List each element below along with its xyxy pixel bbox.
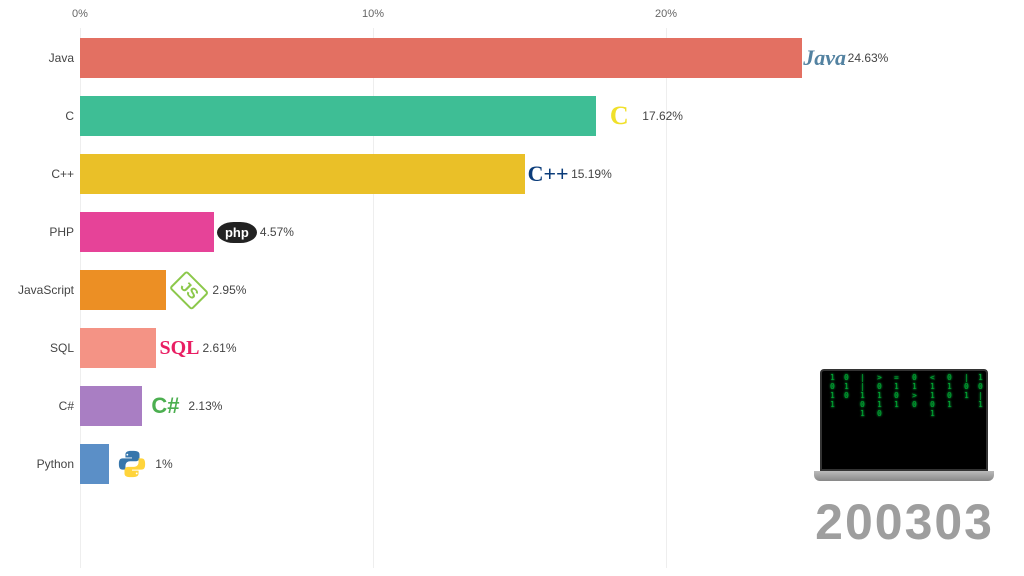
bar-value-label: 2.95% <box>212 270 246 310</box>
axis-tick-label: 0% <box>72 8 88 20</box>
bar <box>80 444 109 484</box>
bar-label: PHP <box>6 212 74 252</box>
php-logo-icon: php <box>218 212 256 252</box>
bar-value-label: 17.62% <box>642 96 683 136</box>
c-logo-icon: C <box>600 96 638 136</box>
bar-row: JavaScriptJS2.95% <box>80 270 960 310</box>
bar-value-label: 24.63% <box>848 38 889 78</box>
bar <box>80 154 525 194</box>
bar-row: PHPphp4.57% <box>80 212 960 252</box>
bar-row: JavaJava24.63% <box>80 38 960 78</box>
bar-value-label: 15.19% <box>571 154 612 194</box>
bar <box>80 386 142 426</box>
bar <box>80 38 802 78</box>
js-logo-icon: JS <box>170 270 208 310</box>
bar-row: CC17.62% <box>80 96 960 136</box>
bar-value-label: 2.13% <box>188 386 222 426</box>
python-logo-icon <box>113 444 151 484</box>
bar-label: C# <box>6 386 74 426</box>
bar-value-label: 1% <box>155 444 172 484</box>
bar-label: JavaScript <box>6 270 74 310</box>
bar <box>80 96 596 136</box>
bar-label: Python <box>6 444 74 484</box>
bar-label: C <box>6 96 74 136</box>
laptop-base <box>814 471 994 481</box>
bar-value-label: 4.57% <box>260 212 294 252</box>
bar-row: C++C++15.19% <box>80 154 960 194</box>
bar-label: SQL <box>6 328 74 368</box>
bar <box>80 270 166 310</box>
timestamp: 200303 <box>815 493 994 551</box>
bar <box>80 212 214 252</box>
bar-row: SQLSQL2.61% <box>80 328 960 368</box>
bar-chart: 0%10%20% JavaJava24.63%CC17.62%C++C++15.… <box>80 8 960 568</box>
cpp-logo-icon: C++ <box>529 154 567 194</box>
bar-label: C++ <box>6 154 74 194</box>
java-logo-icon: Java <box>806 38 844 78</box>
axis-tick-label: 20% <box>655 8 677 20</box>
bar-value-label: 2.61% <box>202 328 236 368</box>
bar <box>80 328 156 368</box>
csharp-logo-icon: C# <box>146 386 184 426</box>
bar-label: Java <box>6 38 74 78</box>
laptop-screen: 1 0 1 1 0 1 0 | | 1 0 1 > 0 1 1 0 = 1 0 … <box>820 369 988 471</box>
matrix-laptop-graphic: 1 0 1 1 0 1 0 | | 1 0 1 > 0 1 1 0 = 1 0 … <box>814 369 994 481</box>
axis-tick-label: 10% <box>362 8 384 20</box>
sql-logo-icon: SQL <box>160 328 198 368</box>
